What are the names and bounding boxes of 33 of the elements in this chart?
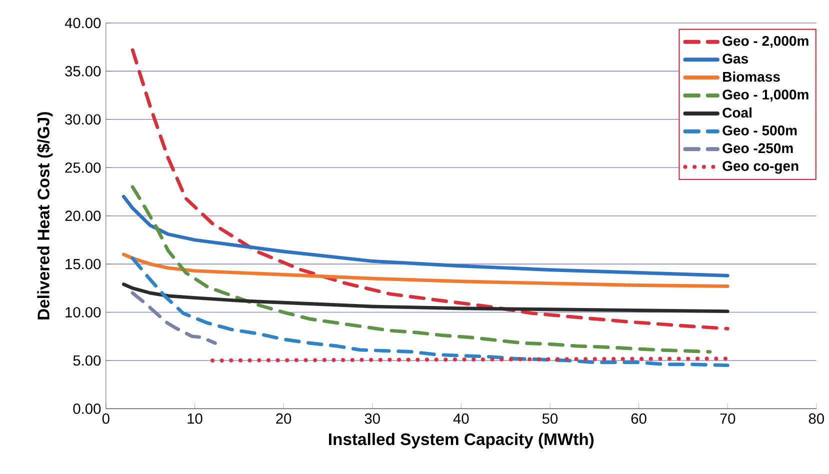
legend-label: Geo - 2,000m xyxy=(722,36,808,48)
y-tick-label: 5.00 xyxy=(73,355,101,366)
legend-label: Geo co-gen xyxy=(722,161,798,174)
y-tick-label: 35.00 xyxy=(65,66,101,77)
x-tick-label: 50 xyxy=(542,414,558,424)
line-series xyxy=(130,291,217,346)
y-tick-label: 30.00 xyxy=(65,114,101,125)
legend-label: Coal xyxy=(722,108,752,118)
x-tick-label: 40 xyxy=(453,414,469,424)
legend-label: Geo - 500m xyxy=(722,126,797,136)
y-tick-label: 25.00 xyxy=(65,162,101,173)
x-tick-label: 0 xyxy=(102,414,110,424)
legend-label: Gas xyxy=(722,54,748,64)
y-tick-label: 40.00 xyxy=(64,18,101,28)
x-tick-label: 70 xyxy=(720,414,736,424)
x-tick-label: 30 xyxy=(364,414,380,424)
x-tick-label: 20 xyxy=(276,414,292,424)
legend-label: Geo -250m xyxy=(722,143,793,154)
y-axis-title: Delivered Heat Cost ($/GJ) xyxy=(36,112,53,320)
x-tick-label: 10 xyxy=(188,414,202,424)
legend-label: Geo - 1,000m xyxy=(722,90,808,102)
x-tick-label: 80 xyxy=(808,414,824,424)
y-tick-label: 10.00 xyxy=(66,307,101,318)
line-series xyxy=(130,185,712,354)
line-series xyxy=(122,282,730,314)
x-tick-label: 60 xyxy=(631,414,646,424)
y-tick-label: 15.00 xyxy=(66,259,101,270)
line-series xyxy=(122,194,730,278)
x-axis-title: Installed System Capacity (MWth) xyxy=(329,433,594,449)
y-tick-label: 20.00 xyxy=(65,210,101,222)
legend-label: Biomass xyxy=(723,72,780,82)
line-series xyxy=(130,256,730,368)
y-tick-label: 0.00 xyxy=(73,404,101,414)
